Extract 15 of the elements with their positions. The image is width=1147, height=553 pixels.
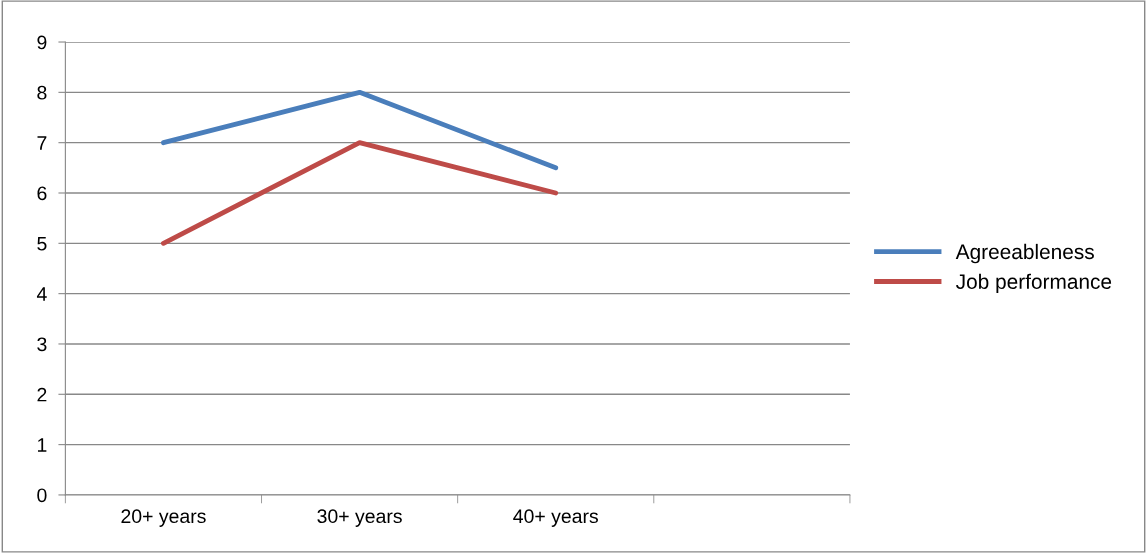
y-tick-label: 5 xyxy=(37,236,47,251)
y-tick-label: 3 xyxy=(37,337,47,352)
y-tick-label: 4 xyxy=(36,287,47,301)
x-tick-label: 40+ years xyxy=(513,509,598,527)
y-tick-label: 7 xyxy=(37,136,47,150)
legend-label: Agreeableness xyxy=(955,243,1094,264)
y-tick-label: 6 xyxy=(37,186,47,201)
y-tick-label: 0 xyxy=(37,488,47,503)
x-tick-label: 30+ years xyxy=(317,509,402,527)
legend-label: Job performance xyxy=(956,273,1112,294)
y-tick-label: 8 xyxy=(37,85,47,100)
y-tick-label: 9 xyxy=(37,35,47,50)
y-tick-label: 2 xyxy=(37,387,47,402)
y-tick-label: 1 xyxy=(37,438,47,452)
x-tick-label: 20+ years xyxy=(121,509,206,527)
